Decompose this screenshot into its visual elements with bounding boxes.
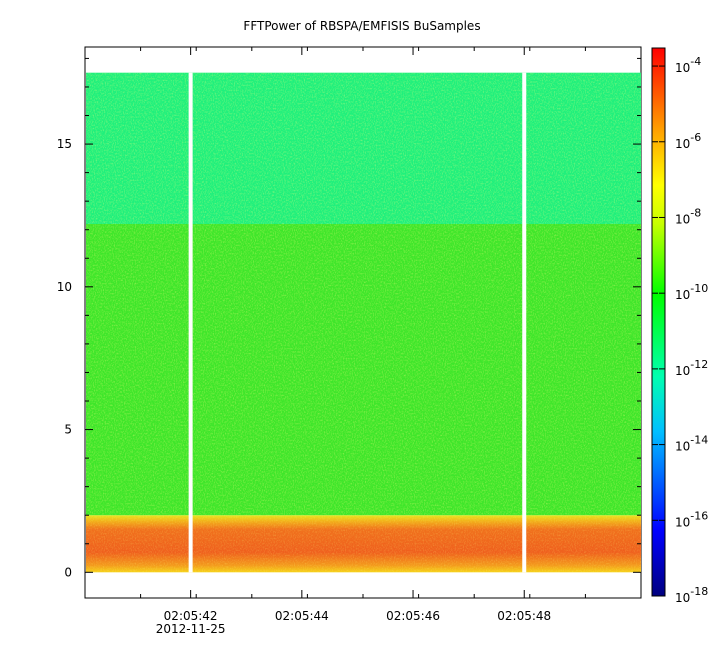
y-tick-label: 15 <box>57 137 72 151</box>
heatmap-bands <box>86 72 641 573</box>
colorbar-tick-exponent: -12 <box>690 358 708 371</box>
y-tick-label: 10 <box>57 280 72 294</box>
heatmap-band-texture <box>86 72 641 225</box>
x-tick-label: 02:05:44 <box>275 609 329 623</box>
colorbar-tick-exponent: -10 <box>690 282 708 295</box>
colorbar-tick-label: 10-10 <box>675 282 708 302</box>
chart-title: FFTPower of RBSPA/EMFISIS BuSamples <box>243 19 480 33</box>
data-gap-line <box>188 72 193 573</box>
colorbar-tick-exponent: -18 <box>690 585 708 598</box>
data-gap-line <box>522 72 527 573</box>
y-tick-label: 5 <box>64 423 72 437</box>
x-axis: 02:05:42 02:05:44 02:05:46 02:05:48 <box>84 47 642 623</box>
colorbar-tick-exponent: -8 <box>690 206 701 219</box>
colorbar-tick-label: 10-16 <box>675 509 708 529</box>
x-tick-label: 02:05:48 <box>497 609 551 623</box>
colorbar-tick-exponent: -6 <box>690 131 701 144</box>
colorbar-tick-label: 10-18 <box>675 585 708 605</box>
colorbar-tick-label: 10-4 <box>675 55 701 75</box>
colorbar-tick-exponent: -14 <box>690 434 708 447</box>
x-tick-label: 02:05:42 <box>164 609 218 623</box>
colorbar-tick-label: 10-6 <box>675 131 701 151</box>
colorbar-tick-exponent: -4 <box>690 55 701 68</box>
x-date-label: 2012-11-25 <box>156 622 226 636</box>
x-tick-label: 02:05:46 <box>386 609 440 623</box>
y-tick-label: 0 <box>64 565 72 579</box>
colorbar <box>651 47 666 597</box>
data-gaps <box>188 72 527 573</box>
colorbar-tick-label: 10-12 <box>675 358 708 378</box>
heatmap-band-texture <box>86 515 641 573</box>
heatmap-band-texture <box>86 224 641 516</box>
colorbar-tick-exponent: -16 <box>690 509 708 522</box>
colorbar-tick-label: 10-8 <box>675 206 701 226</box>
y-axis: 0 5 10 15 <box>57 57 641 579</box>
colorbar-tick-label: 10-14 <box>675 434 708 454</box>
